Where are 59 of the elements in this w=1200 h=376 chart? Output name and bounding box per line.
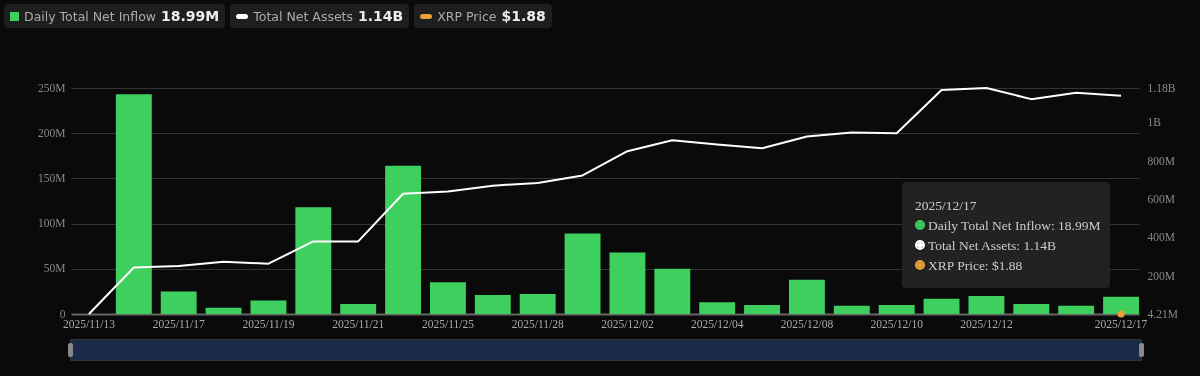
y-tick-label: 50M [43,262,66,275]
y-tick-label: 200M [38,126,66,139]
bar [609,252,646,314]
text: 18.99M [161,8,220,24]
x-tick-label: 2025/11/25 [421,317,475,330]
bar [250,300,287,314]
y-tick-label: 150M [38,171,66,184]
x-tick-label: 2025/12/12 [960,317,1013,330]
y2-tick-label: 600M [1147,192,1175,205]
bar [429,282,466,314]
bar [1103,296,1139,314]
text: 1.14B [358,8,404,24]
legend-label: Total Net Assets [253,8,354,24]
legend-label: Daily Total Net Inflow [24,8,157,24]
y2-tick-label: 400M [1147,231,1175,244]
bar [115,94,152,314]
y2-tick-label: 200M [1147,269,1175,282]
bar [1058,305,1095,314]
x-tick-label: 2025/12/17 [1094,317,1148,330]
y2-tick-label: 1B [1147,116,1162,129]
bar [833,305,870,314]
y2-tick-label: 1.18B [1147,81,1176,94]
bar [968,295,1005,314]
annotation: XRP Price: $1.88 [927,257,1024,275]
bar [923,298,960,314]
bar [340,304,377,314]
x-tick-label: 2025/11/21 [332,317,385,330]
x-tick-label: 2025/12/04 [690,317,744,330]
annotation: 2025/12/17 [915,197,978,215]
line-series [87,87,1123,315]
x-tick-label: 2025/11/13 [62,317,116,330]
bar [385,165,422,314]
bar [205,307,242,314]
y-tick-label: 0 [59,307,66,320]
x-tick-label: 2025/12/08 [780,317,834,330]
legend-label: XRP Price [437,8,497,24]
bar [564,233,601,314]
bar [878,304,915,314]
bar [788,279,825,314]
y2-tick-label: 4.21M [1147,307,1178,320]
x-tick-label: 2025/12/02 [601,317,654,330]
y-tick-label: 250M [38,81,66,94]
x-tick-label: 2025/12/10 [870,317,924,330]
x-tick-label: 2025/11/19 [242,317,295,330]
text: $1.88 [501,8,546,24]
bar [519,294,556,314]
bar [160,291,197,314]
bar [1013,304,1050,314]
bar [654,268,691,314]
x-tick-label: 2025/11/17 [152,317,205,330]
annotation: Daily Total Net Inflow: 18.99M [927,217,1102,235]
bar [295,207,332,314]
bar [474,295,511,314]
x-tick-label: 2025/11/28 [511,317,564,330]
annotation: Total Net Assets: 1.14B [927,237,1058,255]
bar [699,302,736,314]
bar [744,304,781,314]
y-tick-label: 100M [38,217,66,230]
y2-tick-label: 800M [1147,154,1175,167]
